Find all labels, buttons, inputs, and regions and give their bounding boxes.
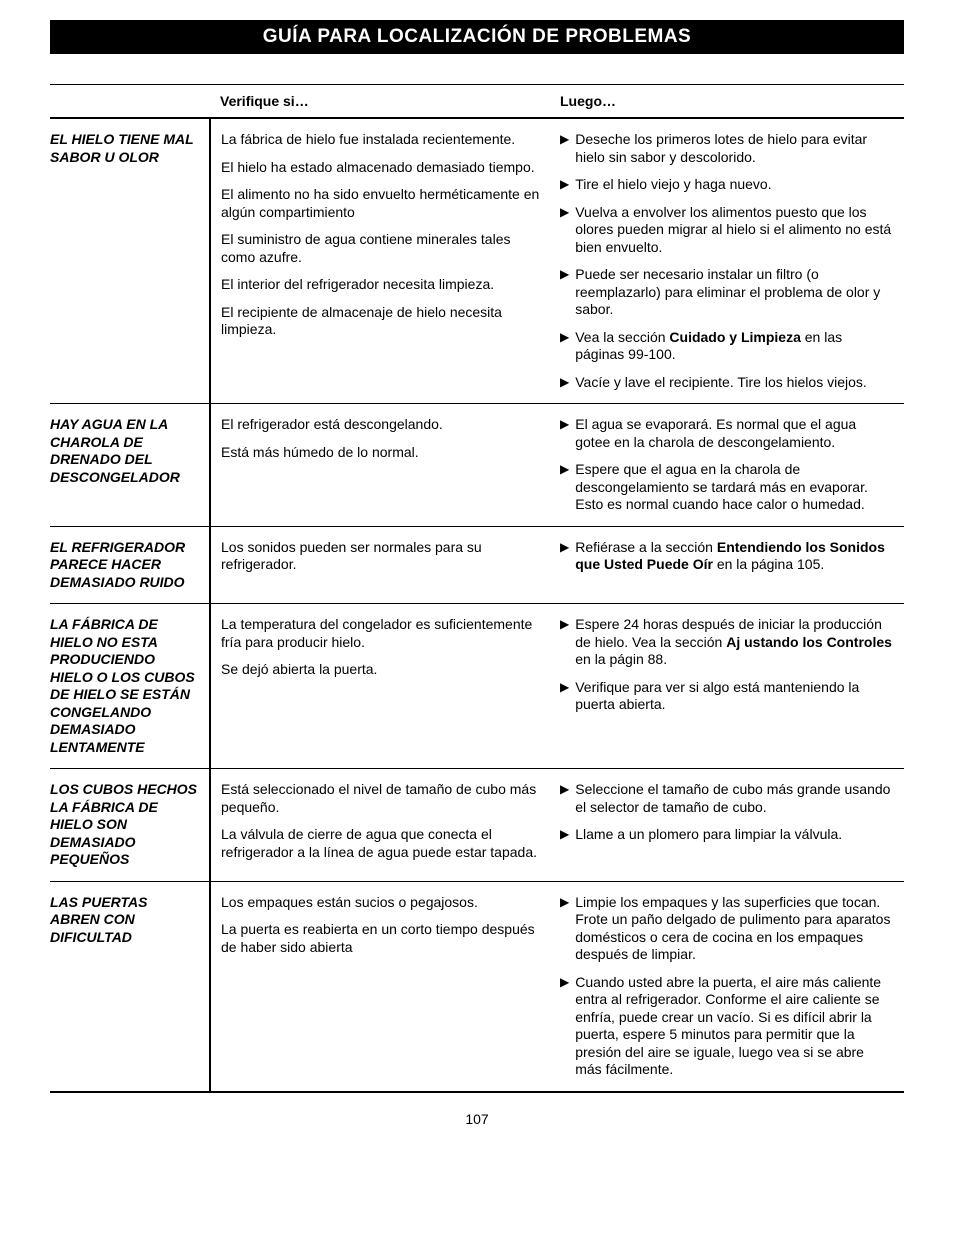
check-text: El interior del refrigerador necesita li… [221, 276, 540, 294]
check-text: La puerta es reabierta en un corto tiemp… [221, 921, 540, 956]
triangle-bullet-icon: ▶ [560, 894, 569, 964]
check-text: Los empaques están sucios o pegajosos. [221, 894, 540, 912]
triangle-bullet-icon: ▶ [560, 826, 569, 844]
problem-cell: LOS CUBOS HECHOS LA FÁBRICA DE HIELO SON… [50, 769, 210, 882]
triangle-bullet-icon: ▶ [560, 679, 569, 714]
then-cell: ▶El agua se evaporará. Es normal que el … [550, 404, 904, 527]
check-cell: Los sonidos pueden ser normales para su … [210, 526, 550, 604]
problem-cell: EL REFRIGERADOR PARECE HACER DEMASIADO R… [50, 526, 210, 604]
check-text: El refrigerador está descongelando. [221, 416, 540, 434]
triangle-bullet-icon: ▶ [560, 539, 569, 574]
header-problem [50, 85, 210, 119]
triangle-bullet-icon: ▶ [560, 616, 569, 669]
then-text: ▶Deseche los primeros lotes de hielo par… [560, 131, 894, 166]
then-text: ▶Cuando usted abre la puerta, el aire má… [560, 974, 894, 1079]
check-text: La fábrica de hielo fue instalada recien… [221, 131, 540, 149]
then-text: ▶Vea la sección Cuidado y Limpieza en la… [560, 329, 894, 364]
then-text: ▶Verifique para ver si algo está manteni… [560, 679, 894, 714]
then-text: ▶Puede ser necesario instalar un filtro … [560, 266, 894, 319]
then-text: ▶Tire el hielo viejo y haga nuevo. [560, 176, 894, 194]
check-text: Se dejó abierta la puerta. [221, 661, 540, 679]
then-cell: ▶Limpie los empaques y las superficies q… [550, 881, 904, 1092]
triangle-bullet-icon: ▶ [560, 131, 569, 166]
then-text: ▶Llame a un plomero para limpiar la válv… [560, 826, 894, 844]
triangle-bullet-icon: ▶ [560, 461, 569, 514]
check-cell: La temperatura del congelador es suficie… [210, 604, 550, 769]
check-text: La temperatura del congelador es suficie… [221, 616, 540, 651]
check-text: Los sonidos pueden ser normales para su … [221, 539, 540, 574]
check-text: Está seleccionado el nivel de tamaño de … [221, 781, 540, 816]
troubleshoot-table: Verifique si… Luego… EL HIELO TIENE MAL … [50, 84, 904, 1093]
then-cell: ▶Refiérase a la sección Entendiendo los … [550, 526, 904, 604]
then-cell: ▶Deseche los primeros lotes de hielo par… [550, 118, 904, 404]
then-cell: ▶Espere 24 horas después de iniciar la p… [550, 604, 904, 769]
page-title: GUÍA PARA LOCALIZACIÓN DE PROBLEMAS [50, 20, 904, 54]
triangle-bullet-icon: ▶ [560, 374, 569, 392]
header-then: Luego… [550, 85, 904, 119]
check-text: El hielo ha estado almacenado demasiado … [221, 159, 540, 177]
triangle-bullet-icon: ▶ [560, 266, 569, 319]
problem-cell: LA FÁBRICA DE HIELO NO ESTA PRODUCIENDO … [50, 604, 210, 769]
check-cell: La fábrica de hielo fue instalada recien… [210, 118, 550, 404]
check-cell: Los empaques están sucios o pegajosos. La… [210, 881, 550, 1092]
then-text: ▶Vacíe y lave el recipiente. Tire los hi… [560, 374, 894, 392]
triangle-bullet-icon: ▶ [560, 329, 569, 364]
check-text: Está más húmedo de lo normal. [221, 444, 540, 462]
then-text: ▶Seleccione el tamaño de cubo más grande… [560, 781, 894, 816]
triangle-bullet-icon: ▶ [560, 974, 569, 1079]
page-number: 107 [50, 1111, 904, 1127]
check-text: El recipiente de almacenaje de hielo nec… [221, 304, 540, 339]
header-check: Verifique si… [210, 85, 550, 119]
check-cell: Está seleccionado el nivel de tamaño de … [210, 769, 550, 882]
problem-cell: LAS PUERTAS ABREN CON DIFICULTAD [50, 881, 210, 1092]
problem-cell: EL HIELO TIENE MAL SABOR U OLOR [50, 118, 210, 404]
check-cell: El refrigerador está descongelando. Está … [210, 404, 550, 527]
then-text: ▶Espere 24 horas después de iniciar la p… [560, 616, 894, 669]
then-text: ▶Limpie los empaques y las superficies q… [560, 894, 894, 964]
triangle-bullet-icon: ▶ [560, 416, 569, 451]
triangle-bullet-icon: ▶ [560, 176, 569, 194]
then-text: ▶Vuelva a envolver los alimentos puesto … [560, 204, 894, 257]
check-text: La válvula de cierre de agua que conecta… [221, 826, 540, 861]
triangle-bullet-icon: ▶ [560, 204, 569, 257]
then-text: ▶El agua se evaporará. Es normal que el … [560, 416, 894, 451]
triangle-bullet-icon: ▶ [560, 781, 569, 816]
then-text: ▶Refiérase a la sección Entendiendo los … [560, 539, 894, 574]
then-text: ▶Espere que el agua en la charola de des… [560, 461, 894, 514]
check-text: El suministro de agua contiene minerales… [221, 231, 540, 266]
check-text: El alimento no ha sido envuelto hermétic… [221, 186, 540, 221]
problem-cell: HAY AGUA EN LA CHAROLA DE DRENADO DEL DE… [50, 404, 210, 527]
then-cell: ▶Seleccione el tamaño de cubo más grande… [550, 769, 904, 882]
